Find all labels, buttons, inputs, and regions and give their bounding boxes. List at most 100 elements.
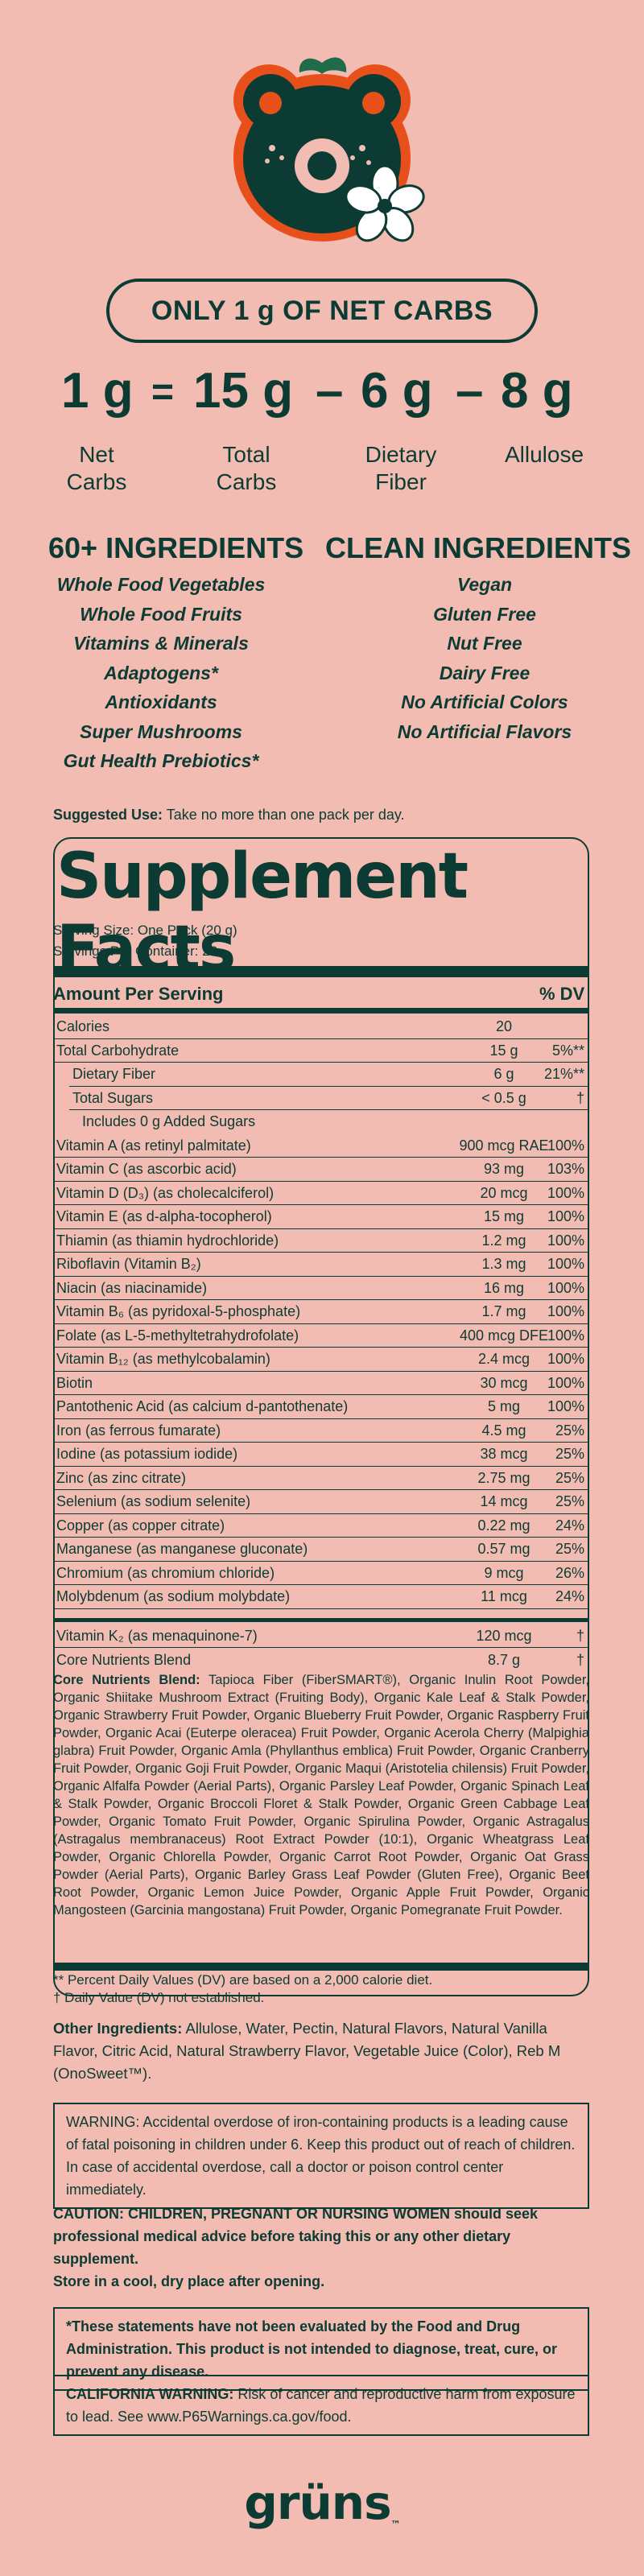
nutrient-amount: 0.22 mg <box>477 1517 530 1534</box>
nutrient-amount: 2.75 mg <box>477 1469 530 1486</box>
nutrient-row-core-blend: Core Nutrients Blend 8.7 g † <box>53 1649 589 1671</box>
nutrient-name: Iron (as ferrous fumarate) <box>56 1422 221 1439</box>
clean-list: Vegan Gluten Free Nut Free Dairy Free No… <box>364 570 605 746</box>
nutrient-dv: 100% <box>547 1256 584 1272</box>
nutrient-dv: † <box>576 1628 584 1644</box>
list-item: Dairy Free <box>439 662 530 683</box>
list-item: Super Mushrooms <box>80 720 242 742</box>
equals-sign: = <box>151 371 175 414</box>
nutrient-dv: 26% <box>555 1564 584 1581</box>
nutrient-amount: 1.3 mg <box>481 1256 526 1272</box>
daily-value-header: % DV <box>539 984 585 1004</box>
net-carbs-label: Net Carbs <box>66 442 127 494</box>
nutrient-name: Selenium (as sodium selenite) <box>56 1493 251 1509</box>
nutrient-dv: 25% <box>555 1469 584 1486</box>
brand-wordmark: grüns™ <box>225 2475 419 2530</box>
nutrient-dv: 100% <box>547 1398 584 1414</box>
trademark-symbol: ™ <box>390 2519 401 2530</box>
nutrient-name: Zinc (as zinc citrate) <box>56 1469 187 1486</box>
supplement-facts-panel <box>53 837 589 1996</box>
minus-sign: – <box>316 363 344 419</box>
nutrient-dv: 21%** <box>543 1066 584 1082</box>
nutrient-row: Iodine (as potassium iodide) 38 mcg 25% <box>53 1443 589 1467</box>
minus-sign: – <box>456 363 484 419</box>
brand-name: grüns <box>244 2475 391 2530</box>
list-item: No Artificial Colors <box>401 691 568 712</box>
nutrient-name: Includes 0 g Added Sugars <box>82 1113 256 1129</box>
nutrient-amount: < 0.5 g <box>481 1089 526 1106</box>
banner-text: ONLY 1 g OF NET CARBS <box>151 295 493 326</box>
nutrient-name: Biotin <box>56 1374 93 1391</box>
nutrient-amount: 1.2 mg <box>481 1232 526 1249</box>
nutrient-row: Chromium (as chromium chloride) 9 mcg 26% <box>53 1562 589 1585</box>
nutrient-row: Riboflavin (Vitamin B₂) 1.3 mg 100% <box>53 1253 589 1277</box>
nutrient-dv: 100% <box>547 1374 584 1391</box>
nutrient-amount: 9 mcg <box>484 1564 524 1581</box>
california-warning-label: CALIFORNIA WARNING: <box>66 2386 234 2402</box>
nutrient-amount: 120 mcg <box>476 1628 532 1644</box>
nutrient-row: Biotin 30 mcg 100% <box>53 1372 589 1395</box>
nutrient-name: Niacin (as niacinamide) <box>56 1279 208 1296</box>
nutrient-row: Zinc (as zinc citrate) 2.75 mg 25% <box>53 1467 589 1490</box>
other-ingredients-text: Allulose, Water, Pectin, Natural Flavors… <box>53 2020 561 2082</box>
nutrient-dv: 100% <box>547 1232 584 1249</box>
nutrient-row: Vitamin B₆ (as pyridoxal-5-phosphate) 1.7… <box>53 1300 589 1324</box>
fda-disclaimer-text: *These statements have not been evaluate… <box>66 2318 558 2380</box>
net-carbs-value: 1 g <box>61 363 134 419</box>
nutrient-dv: 100% <box>547 1351 584 1367</box>
nutrient-row: Copper (as copper citrate) 0.22 mg 24% <box>53 1514 589 1538</box>
nutrient-amount: 900 mcg RAE <box>459 1137 549 1154</box>
servings-per-container: Servings Per Container: 28 <box>53 943 218 959</box>
fiber-value: 6 g <box>361 363 433 419</box>
nutrient-amount: 20 mcg <box>480 1184 528 1201</box>
nutrient-row: Total Sugars < 0.5 g † <box>69 1087 589 1110</box>
nutrient-row: Vitamin B₁₂ (as methylcobalamin) 2.4 mcg 1… <box>53 1348 589 1372</box>
serving-size: Serving Size: One Pack (20 g) <box>53 923 237 938</box>
other-ingredients-label: Other Ingredients: <box>53 2020 183 2037</box>
nutrient-amount: 15 g <box>489 1042 518 1059</box>
nutrient-amount: 30 mcg <box>480 1374 528 1391</box>
nutrient-row: Selenium (as sodium selenite) 14 mcg 25% <box>53 1490 589 1514</box>
nutrient-dv: 25% <box>555 1541 584 1557</box>
nutrient-dv: 100% <box>547 1208 584 1224</box>
nutrient-name: Thiamin (as thiamin hydrochloride) <box>56 1232 279 1249</box>
nutrient-dv: 100% <box>547 1303 584 1319</box>
nutrient-amount: 8.7 g <box>487 1652 521 1668</box>
nutrient-dv: 100% <box>547 1279 584 1296</box>
nutrient-name: Dietary Fiber <box>72 1066 156 1082</box>
nutrient-name: Pantothenic Acid (as calcium d-pantothen… <box>56 1398 349 1414</box>
nutrient-dv: † <box>576 1089 584 1106</box>
ingredients-column-title: 60+ INGREDIENTS <box>48 531 304 564</box>
nutrient-name: Vitamin D (D₃) (as cholecalciferol) <box>56 1184 275 1201</box>
nutrient-name: Total Carbohydrate <box>56 1042 180 1059</box>
iron-warning-box: WARNING: Accidental overdose of iron-con… <box>53 2103 589 2209</box>
gruns-bear-logo <box>219 45 425 251</box>
nutrient-name: Copper (as copper citrate) <box>56 1517 225 1534</box>
list-item: Nut Free <box>447 633 522 654</box>
nutrient-dv: 25% <box>555 1422 584 1439</box>
nutrient-amount: 14 mcg <box>480 1493 528 1509</box>
nutrient-name: Vitamin B₁₂ (as methylcobalamin) <box>56 1351 270 1367</box>
nutrient-dv: 25% <box>555 1446 584 1462</box>
list-item: Whole Food Fruits <box>80 603 242 625</box>
list-item: Gut Health Prebiotics* <box>63 750 259 771</box>
nutrient-amount: 15 mg <box>483 1208 525 1224</box>
nutrient-amount: 38 mcg <box>480 1446 528 1462</box>
net-carbs-banner: ONLY 1 g OF NET CARBS <box>106 279 538 343</box>
nutrient-name: Vitamin C (as ascorbic acid) <box>56 1161 237 1177</box>
california-warning-box: CALIFORNIA WARNING: Risk of cancer and r… <box>53 2375 589 2436</box>
list-item: Whole Food Vegetables <box>56 574 266 595</box>
nutrient-amount: 16 mg <box>483 1279 525 1296</box>
core-blend-label: Core Nutrients Blend: <box>53 1673 200 1687</box>
flower-icon <box>345 166 425 242</box>
nutrient-row: Total Carbohydrate 15 g 5%** <box>53 1039 589 1063</box>
thick-divider <box>53 966 589 977</box>
medium-divider <box>53 1008 589 1013</box>
nutrient-dv: 100% <box>547 1137 584 1154</box>
nutrient-name: Total Sugars <box>72 1089 154 1106</box>
nutrient-row: Vitamin C (as ascorbic acid) 93 mg 103% <box>53 1158 589 1182</box>
nutrient-amount: 93 mg <box>483 1161 525 1177</box>
suggested-use-label: Suggested Use: <box>53 807 163 823</box>
nutrient-name: Vitamin A (as retinyl palmitate) <box>56 1137 251 1154</box>
nutrient-amount: 0.57 mg <box>477 1541 530 1557</box>
